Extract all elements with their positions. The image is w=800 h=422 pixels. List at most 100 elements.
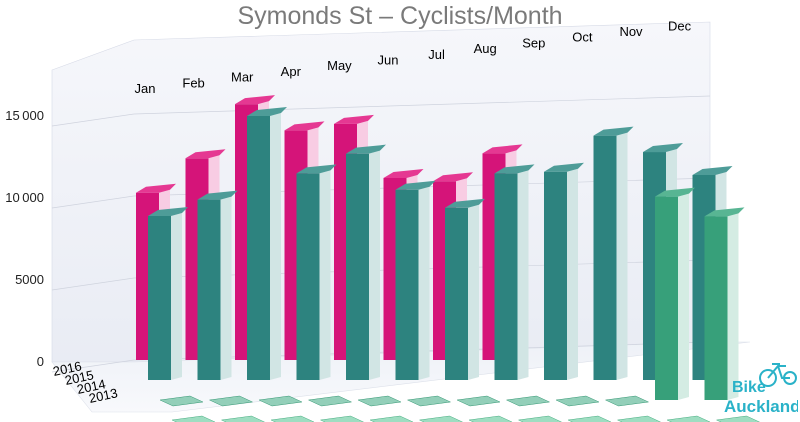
bar-front-face <box>346 153 369 380</box>
bar-top-face <box>544 162 584 172</box>
y-tick-label: 10 000 <box>5 190 44 205</box>
series-label-2015: 2015 <box>64 367 95 388</box>
series-label-2016: 2016 <box>52 358 83 379</box>
bar-2015-Jun <box>395 180 436 380</box>
bar-tile <box>517 415 563 422</box>
bar-side-face <box>616 132 628 380</box>
bar-2015-Oct <box>593 126 634 380</box>
bar-front-face <box>445 207 468 380</box>
bar-top-face <box>445 198 485 208</box>
gridline-side <box>51 277 135 291</box>
month-label: Mar <box>231 70 254 85</box>
bar-2014-Jun <box>406 395 452 407</box>
bar-front-face <box>148 216 171 380</box>
bar-2015-Mar <box>247 106 287 381</box>
month-label: Feb <box>182 75 204 90</box>
bar-front-face <box>494 173 518 380</box>
bar-tile <box>567 415 612 422</box>
month-label: Apr <box>281 64 302 79</box>
bar-2014-Jul <box>456 395 501 407</box>
bar-top-face <box>655 187 695 197</box>
bar-side-face <box>567 168 578 380</box>
bar-2014-Nov <box>655 187 695 400</box>
bar-2013-Jun <box>418 415 464 422</box>
bar-2015-Sep <box>544 162 584 380</box>
month-label: Oct <box>572 30 593 45</box>
bar-top-face <box>197 190 238 200</box>
logo-text-bike: Bike <box>732 379 766 396</box>
bar-tile <box>604 395 650 407</box>
bar-side-face <box>220 196 232 380</box>
gridline <box>133 95 711 115</box>
bar-front-face <box>593 135 617 380</box>
bar-side-face <box>270 112 281 381</box>
gridline-side <box>51 359 135 373</box>
bar-side-face <box>171 213 182 380</box>
bar-2014-Mar <box>258 395 303 407</box>
y-axis-ticks: 0 5000 10 000 15 000 <box>5 108 44 369</box>
gridline-side <box>51 113 135 127</box>
bar-front-face <box>655 196 678 400</box>
bar-2015-Jul <box>445 198 485 380</box>
month-label: Aug <box>474 41 497 56</box>
bar-top-face <box>185 149 226 159</box>
bar-tile <box>159 395 204 407</box>
bar-2014-Feb <box>208 395 254 407</box>
bar-tile <box>208 395 254 407</box>
bar-2013-Apr <box>319 415 365 422</box>
month-label: Sep <box>522 35 545 50</box>
bar-2013-Dec <box>715 415 761 422</box>
bar-tile <box>505 395 551 407</box>
month-label: Jan <box>135 81 156 96</box>
bar-tile <box>270 415 315 422</box>
logo-text-auckland: Auckland <box>724 397 798 416</box>
month-label: Nov <box>619 24 643 39</box>
bar-side-face <box>468 204 479 380</box>
bar-2014-Apr <box>307 395 353 407</box>
bar-side-face <box>727 213 739 400</box>
bar-2014-Oct <box>604 395 650 407</box>
bar-top-face <box>296 164 337 174</box>
bar-front-face <box>395 189 419 380</box>
bar-top-face <box>136 183 176 193</box>
bar-top-face <box>247 106 287 116</box>
bar-side-face <box>678 193 689 400</box>
bar-top-face <box>148 207 188 216</box>
y-tick-label: 5000 <box>15 272 44 287</box>
bar-tile <box>456 395 501 407</box>
bar-tile <box>369 415 414 422</box>
bar-side-face <box>369 150 380 380</box>
month-label: Dec <box>668 18 692 33</box>
bar-front-face <box>544 171 567 380</box>
bar-2013-May <box>369 415 414 422</box>
bar-side-face <box>517 170 529 380</box>
bar-2015-May <box>346 144 386 380</box>
bar-2014-Jan <box>159 395 204 407</box>
y-tick-label: 15 000 <box>5 108 44 123</box>
bar-tile <box>307 395 353 407</box>
bar-top-face <box>334 114 374 124</box>
bar-2014-Sep <box>555 395 600 407</box>
bar-top-face <box>383 168 424 178</box>
bar-tile <box>258 395 303 407</box>
bar-top-face <box>692 166 733 175</box>
month-label: Jul <box>428 47 445 62</box>
bar-top-face <box>235 95 275 105</box>
bar-top-face <box>643 143 683 153</box>
bar-2013-Nov <box>666 415 711 422</box>
bar-2013-Mar <box>270 415 315 422</box>
bar-2015-Apr <box>296 164 337 380</box>
series-label-2014: 2014 <box>76 376 107 397</box>
bar-2013-Aug <box>517 415 563 422</box>
bar-top-face <box>395 180 436 190</box>
bar-2014-Dec <box>704 207 745 400</box>
bar-front-face <box>247 115 270 381</box>
bar-tile <box>406 395 452 407</box>
bar-tile <box>357 395 402 407</box>
bar-top-face <box>593 126 634 136</box>
bar-tile <box>171 415 216 422</box>
bicycle-icon <box>759 363 797 387</box>
bar-tile <box>220 415 266 422</box>
